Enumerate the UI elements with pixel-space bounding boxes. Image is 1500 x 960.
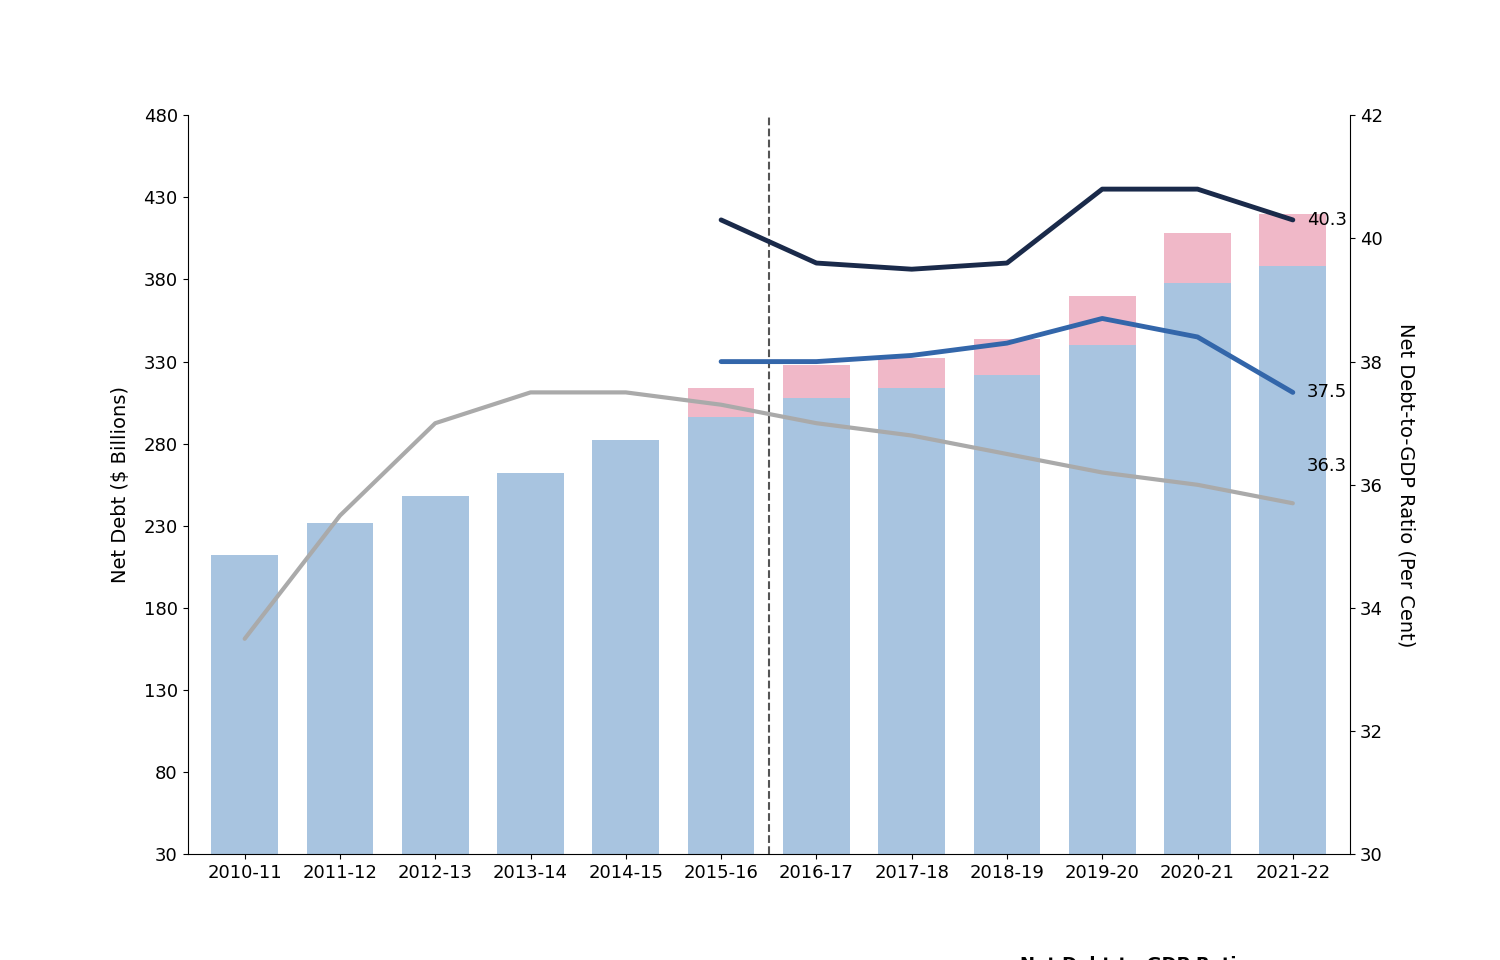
Bar (688, 388, 754, 418)
Bar (1164, 233, 1232, 283)
Bar (402, 496, 468, 903)
Bar (688, 418, 754, 903)
Bar (1260, 214, 1326, 266)
Bar (974, 374, 1041, 903)
Bar (1070, 296, 1136, 346)
Text: 40.3: 40.3 (1306, 211, 1347, 228)
Bar (1070, 346, 1136, 903)
Bar (211, 556, 278, 903)
Bar (783, 397, 849, 903)
Legend: AG Recommended Presentation (right axis), Government Presentation (right axis), : AG Recommended Presentation (right axis)… (927, 956, 1341, 960)
Text: 37.5: 37.5 (1306, 383, 1347, 401)
Y-axis label: Net Debt ($ Billions): Net Debt ($ Billions) (111, 386, 129, 584)
Bar (783, 365, 849, 397)
Bar (974, 339, 1041, 374)
Bar (879, 388, 945, 903)
Bar (496, 473, 564, 903)
Bar (592, 441, 658, 903)
Text: 36.3: 36.3 (1306, 457, 1347, 475)
Bar (879, 358, 945, 388)
Y-axis label: Net Debt-to-GDP Ratio (Per Cent): Net Debt-to-GDP Ratio (Per Cent) (1396, 323, 1416, 647)
Bar (1164, 283, 1232, 903)
Bar (1260, 266, 1326, 903)
Bar (306, 522, 374, 903)
